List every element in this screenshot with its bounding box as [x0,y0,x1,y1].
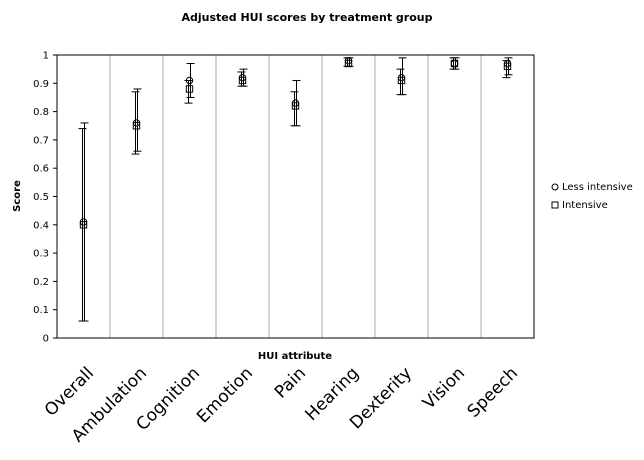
point-intensive [79,221,88,229]
y-tick-label: 1 [43,51,49,62]
y-tick-label: 0 [43,334,49,345]
legend-circle-marker [551,183,559,191]
y-tick-label: 0.7 [33,135,49,146]
y-tick-label: 0.6 [33,164,49,175]
point-intensive [503,62,512,71]
legend-square-marker [551,201,559,209]
x-axis-title: HUI attribute [258,351,332,362]
point-intensive [238,76,247,85]
y-tick-label: 0.4 [33,220,49,231]
y-tick-label: 0.9 [33,79,49,90]
point-less-intensive [450,59,459,68]
error-bars [78,57,513,322]
y-tick-label: 0.8 [33,107,49,118]
legend: Less intensive Intensive [551,182,633,211]
chart-title: Adjusted HUI scores by treatment group [181,11,432,24]
point-intensive [291,102,300,110]
legend-item-less-intensive: Less intensive [551,182,633,193]
x-tick-label-speech: Speech [464,363,522,421]
legend-item-intensive: Intensive [551,200,608,211]
grid [109,55,482,338]
x-tick-label-emotion: Emotion [193,363,257,427]
plot-frame [56,54,535,339]
x-tick-label-pain: Pain [271,363,310,402]
y-tick-label: 0.1 [33,305,49,316]
legend-label-intensive: Intensive [562,200,608,211]
y-axis-ticks: 0 0.1 0.2 0.3 0.4 0.5 0.6 0.7 0.8 0.9 1 [33,51,57,345]
point-intensive [132,122,141,130]
markers [79,56,512,229]
legend-label-less-intensive: Less intensive [562,182,633,193]
point-intensive [397,76,406,85]
point-intensive [344,59,353,68]
y-tick-label: 0.2 [33,277,49,288]
x-tick-label-vision: Vision [419,363,469,413]
point-intensive [450,59,459,68]
y-axis-title: Score [12,180,23,212]
y-tick-label: 0.3 [33,249,49,260]
point-less-intensive [185,76,194,85]
point-intensive [185,85,194,93]
y-tick-label: 0.5 [33,192,49,203]
